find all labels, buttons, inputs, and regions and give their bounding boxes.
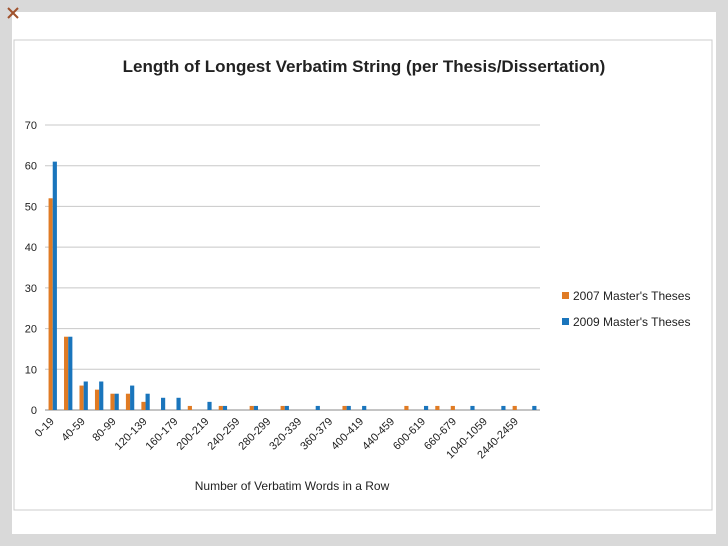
y-tick-label: 0 [31, 405, 37, 417]
bar [501, 405, 506, 410]
bar [83, 381, 88, 410]
bar [280, 405, 285, 410]
bar [218, 405, 223, 410]
bar [114, 393, 119, 410]
corner-ornament [7, 7, 19, 19]
legend-label: 2007 Master's Theses [573, 289, 690, 303]
bar [125, 393, 131, 410]
bar [423, 405, 429, 410]
bar [470, 405, 475, 410]
bar [346, 405, 351, 410]
bar [176, 397, 181, 410]
bar [79, 385, 84, 410]
bar [362, 405, 367, 410]
bar [532, 405, 537, 410]
bar [284, 405, 289, 410]
bar [253, 405, 259, 410]
bar [249, 405, 254, 410]
y-tick-label: 20 [25, 324, 37, 336]
bar [342, 405, 347, 410]
bar [94, 389, 100, 410]
y-tick-label: 40 [25, 242, 37, 254]
chart-frame [13, 39, 713, 511]
x-axis-title: Number of Verbatim Words in a Row [195, 479, 390, 493]
bar [450, 405, 455, 410]
legend-swatch [562, 292, 569, 299]
chart-title: Length of Longest Verbatim String (per T… [123, 57, 606, 76]
bar [48, 198, 53, 410]
bar [141, 401, 146, 410]
bar [64, 336, 69, 410]
legend-swatch [562, 318, 569, 325]
y-tick-label: 60 [25, 161, 37, 173]
bar [404, 405, 409, 410]
bar [52, 161, 57, 410]
bar [222, 405, 228, 410]
bar [145, 393, 150, 410]
bar [110, 393, 115, 410]
bar [68, 336, 73, 410]
y-tick-label: 10 [25, 364, 37, 376]
legend-label: 2009 Master's Theses [573, 315, 690, 329]
bar [187, 405, 192, 410]
bar [207, 401, 212, 410]
bar [99, 381, 104, 410]
y-tick-label: 50 [25, 201, 37, 213]
bar [435, 405, 440, 410]
bar [315, 405, 320, 410]
bar [130, 385, 135, 410]
bar [161, 397, 166, 410]
y-tick-label: 70 [25, 120, 37, 132]
y-tick-label: 30 [25, 283, 37, 295]
bar [512, 405, 517, 410]
